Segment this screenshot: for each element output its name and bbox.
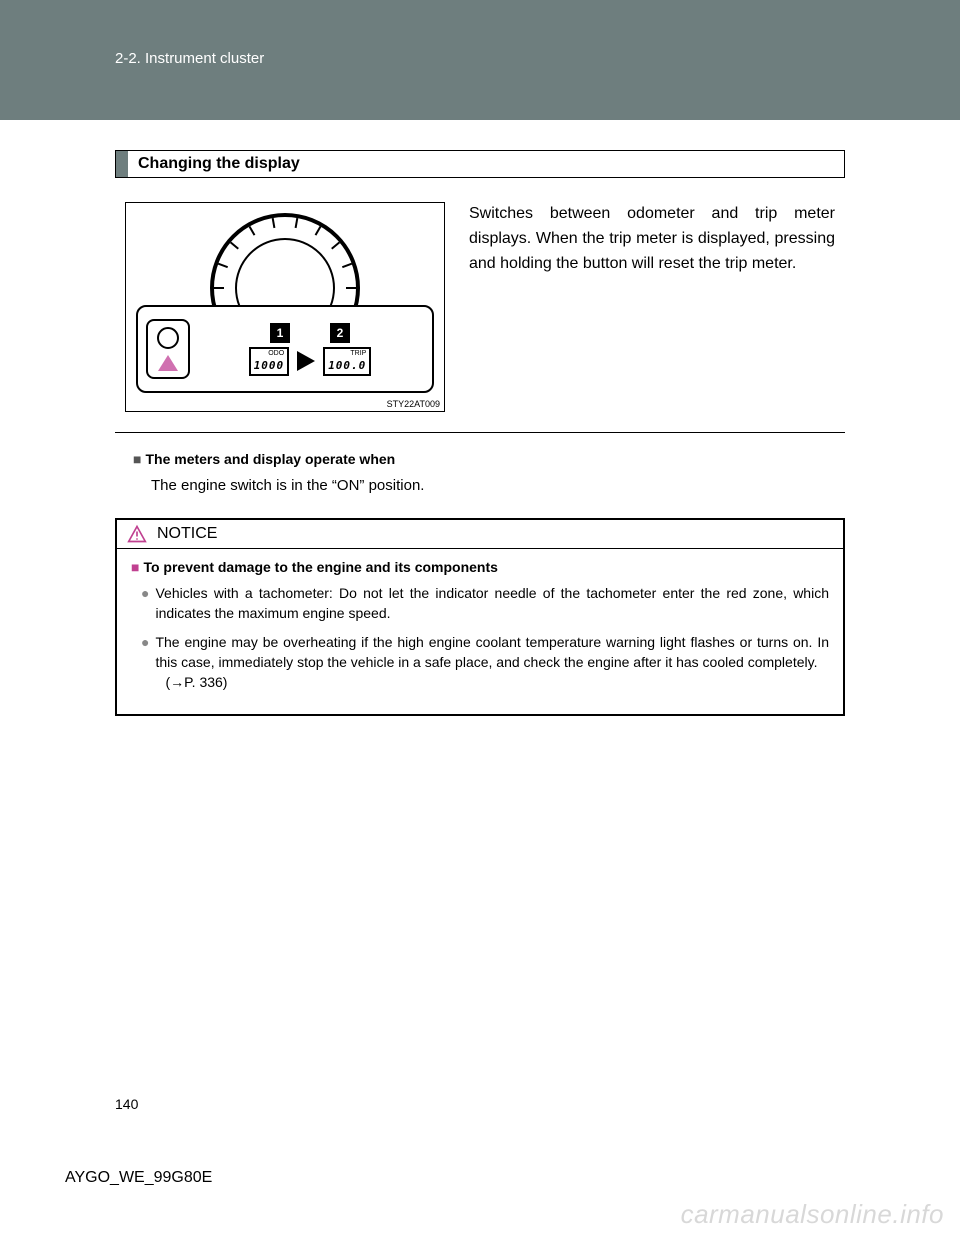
section-label: 2-2. Instrument cluster [115, 50, 264, 67]
odo-label: ODO [254, 350, 285, 357]
odometer-display: ODO 1000 [249, 347, 290, 376]
notice-body: ■To prevent damage to the engine and its… [117, 549, 843, 714]
divider [115, 432, 845, 433]
page-reference: (→P. 336) [155, 674, 227, 690]
square-bullet-icon: ■ [131, 559, 139, 575]
figure-row: 1 2 ODO 1000 TRIP 100.0 [115, 202, 845, 412]
operate-when-block: ■The meters and display operate when The… [115, 451, 845, 494]
notice-box: NOTICE ■To prevent damage to the engine … [115, 518, 845, 716]
bullet-text: Vehicles with a tachometer: Do not let t… [155, 583, 829, 624]
notice-sub-heading: ■To prevent damage to the engine and its… [131, 559, 829, 575]
notice-bullet: ● Vehicles with a tachometer: Do not let… [131, 583, 829, 624]
section-title-bar: Changing the display [115, 150, 845, 178]
odo-group: 1 2 ODO 1000 TRIP 100.0 [196, 323, 424, 376]
tripmeter-display: TRIP 100.0 [323, 347, 371, 376]
bullet-dot-icon: ● [141, 583, 149, 624]
square-bullet-icon: ■ [133, 451, 141, 467]
arrow-right-icon [297, 351, 315, 371]
trip-value: 100.0 [328, 359, 366, 372]
header-band: 2-2. Instrument cluster [0, 0, 960, 120]
callout-panel: 1 2 ODO 1000 TRIP 100.0 [136, 305, 434, 393]
notice-title: NOTICE [157, 525, 217, 543]
notice-title-row: NOTICE [117, 520, 843, 549]
odo-value: 1000 [254, 359, 285, 372]
trip-label: TRIP [328, 350, 366, 357]
section-accent [116, 151, 128, 177]
figure-description: Switches between odometer and trip meter… [469, 202, 835, 412]
doc-code: AYGO_WE_99G80E [65, 1169, 212, 1187]
push-button-icon [146, 319, 190, 379]
figure-code: STY22AT009 [387, 399, 440, 409]
warning-triangle-icon [127, 524, 147, 544]
content-area: Changing the display [0, 120, 960, 716]
page-number: 140 [115, 1096, 138, 1112]
watermark: carmanualsonline.info [681, 1199, 944, 1230]
operate-when-heading: ■The meters and display operate when [133, 451, 827, 467]
bullet-dot-icon: ● [141, 632, 149, 693]
callout-number-1: 1 [270, 323, 290, 343]
section-title: Changing the display [128, 151, 310, 177]
notice-bullet: ● The engine may be overheating if the h… [131, 632, 829, 693]
operate-when-body: The engine switch is in the “ON” positio… [133, 477, 827, 494]
figure-box: 1 2 ODO 1000 TRIP 100.0 [125, 202, 445, 412]
callout-number-2: 2 [330, 323, 350, 343]
bullet-text: The engine may be overheating if the hig… [155, 632, 829, 693]
